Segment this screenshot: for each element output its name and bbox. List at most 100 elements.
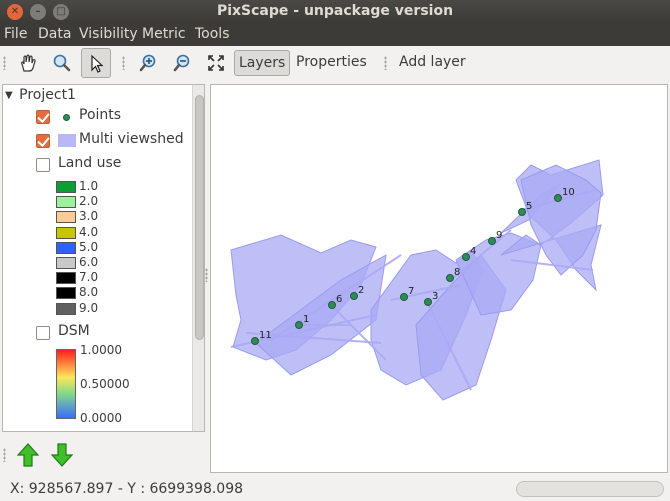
observation-point-1[interactable] xyxy=(295,321,303,329)
zoom-extent-button[interactable] xyxy=(201,48,231,78)
viewshed-ray xyxy=(330,304,387,361)
layer-land-use-checkbox[interactable] xyxy=(36,158,50,172)
menu-data[interactable]: Data xyxy=(38,26,72,42)
splitter-handle[interactable] xyxy=(205,268,208,282)
viewshed-ray xyxy=(270,254,402,341)
points-layer: 1 2 3 4 5 6 7 8 9 10 11 xyxy=(251,187,575,345)
layer-tree-scrollbar[interactable] xyxy=(192,85,204,431)
observation-point-label: 10 xyxy=(562,187,575,198)
menu-metric[interactable]: Metric xyxy=(142,26,186,42)
viewshed-ray xyxy=(510,259,594,271)
observation-point-7[interactable] xyxy=(400,293,408,301)
land-use-swatch xyxy=(56,181,76,193)
viewshed-symbol-icon xyxy=(58,134,76,147)
project-label: Project1 xyxy=(19,87,76,103)
land-use-class-label: 2.0 xyxy=(79,194,99,209)
select-tool-button[interactable] xyxy=(81,48,111,78)
observation-point-label: 2 xyxy=(358,285,364,296)
properties-button[interactable]: Properties xyxy=(296,54,367,70)
viewshed-region-top-east xyxy=(520,164,602,276)
observation-point-3[interactable] xyxy=(424,298,432,306)
cursor-arrow-icon xyxy=(91,54,104,73)
observation-point-5[interactable] xyxy=(518,208,526,216)
layer-points-checkbox[interactable] xyxy=(36,110,50,124)
land-use-class-label: 8.0 xyxy=(79,285,99,300)
observation-point-label: 6 xyxy=(336,294,342,305)
observation-point-8[interactable] xyxy=(446,274,454,282)
toolbar-separator xyxy=(122,56,125,70)
pan-tool-button[interactable] xyxy=(13,48,43,78)
observation-point-label: 5 xyxy=(526,201,532,212)
dsm-mid-label: 0.50000 xyxy=(80,377,130,391)
title-bar: ✕ – □ PixScape - unpackage version xyxy=(0,0,670,24)
observation-point-label: 11 xyxy=(259,330,272,341)
land-use-swatch xyxy=(56,257,76,269)
maximize-window-button[interactable]: □ xyxy=(53,4,69,20)
viewshed-ray xyxy=(245,332,382,344)
magnifier-icon xyxy=(53,54,71,72)
close-window-button[interactable]: ✕ xyxy=(7,4,23,20)
dsm-min-label: 0.0000 xyxy=(80,411,122,425)
land-use-class-label: 7.0 xyxy=(79,270,99,285)
toolbar-separator xyxy=(384,56,387,70)
minimize-window-button[interactable]: – xyxy=(30,4,46,20)
observation-point-label: 9 xyxy=(496,230,502,241)
zoom-tool-button[interactable] xyxy=(47,48,77,78)
land-use-swatch xyxy=(56,226,76,239)
move-layer-up-button[interactable] xyxy=(17,442,39,468)
observation-point-6[interactable] xyxy=(328,301,336,309)
move-layer-down-button[interactable] xyxy=(51,442,73,468)
land-use-swatch xyxy=(56,196,76,209)
observation-point-label: 3 xyxy=(432,291,438,302)
menu-visibility[interactable]: Visibility xyxy=(79,26,138,42)
menu-file[interactable]: File xyxy=(4,26,28,42)
layer-tree-scrollbar-thumb[interactable] xyxy=(195,95,204,340)
toolbar: Layers Properties Add layer xyxy=(0,46,670,80)
zoom-out-button[interactable] xyxy=(167,48,197,78)
land-use-class-label: 4.0 xyxy=(79,224,99,239)
layer-points-label: Points xyxy=(79,107,122,123)
fullscreen-icon xyxy=(208,55,224,71)
land-use-swatch xyxy=(56,287,76,300)
cursor-coordinates: X: 928567.897 - Y : 6699398.098 xyxy=(10,481,244,497)
layer-dsm-checkbox[interactable] xyxy=(36,326,50,340)
land-use-class-label: 9.0 xyxy=(79,300,99,315)
observation-point-label: 4 xyxy=(470,246,476,257)
progress-bar xyxy=(516,481,664,497)
observation-point-11[interactable] xyxy=(251,337,259,345)
observation-point-label: 7 xyxy=(408,286,414,297)
land-use-swatch xyxy=(56,302,76,315)
dsm-max-label: 1.0000 xyxy=(80,343,122,357)
zoom-in-icon xyxy=(139,54,156,72)
map-layers[interactable]: 1 2 3 4 5 6 7 8 9 10 11 xyxy=(211,85,668,473)
land-use-class-label: 6.0 xyxy=(79,255,99,269)
status-bar: X: 928567.897 - Y : 6699398.098 xyxy=(0,476,670,501)
land-use-class-label: 5.0 xyxy=(79,239,99,254)
expand-triangle-icon[interactable]: ▼ xyxy=(5,90,13,101)
layer-land-use-label: Land use xyxy=(58,155,122,171)
observation-point-4[interactable] xyxy=(462,253,470,261)
dsm-color-ramp xyxy=(56,349,76,419)
map-canvas[interactable]: 1 2 3 4 5 6 7 8 9 10 11 xyxy=(210,84,668,473)
layers-toggle-button[interactable]: Layers xyxy=(234,50,291,76)
observation-point-10[interactable] xyxy=(554,194,562,202)
menu-tools[interactable]: Tools xyxy=(195,26,230,42)
project-node[interactable]: ▼ Project1 xyxy=(5,87,76,107)
land-use-swatch xyxy=(56,272,76,285)
zoom-in-button[interactable] xyxy=(133,48,163,78)
observation-point-9[interactable] xyxy=(488,237,496,245)
land-use-class-label: 1.0 xyxy=(79,179,99,193)
observation-point-2[interactable] xyxy=(350,292,358,300)
layer-multi-viewshed-checkbox[interactable] xyxy=(36,134,50,148)
land-use-swatch xyxy=(56,241,76,254)
arrow-toolbar-grip[interactable] xyxy=(3,448,6,462)
observation-point-label: 1 xyxy=(303,314,309,325)
viewshed-ray xyxy=(425,299,472,391)
viewshed-ray xyxy=(450,229,512,281)
observation-point-label: 8 xyxy=(454,267,460,278)
toolbar-grip[interactable] xyxy=(3,56,6,70)
window-title: PixScape - unpackage version xyxy=(216,3,454,19)
land-use-class-label: 3.0 xyxy=(79,209,99,224)
layer-tree: ▼ Project1 Points Multi viewshed Land us… xyxy=(2,84,205,432)
add-layer-button[interactable]: Add layer xyxy=(399,54,466,70)
